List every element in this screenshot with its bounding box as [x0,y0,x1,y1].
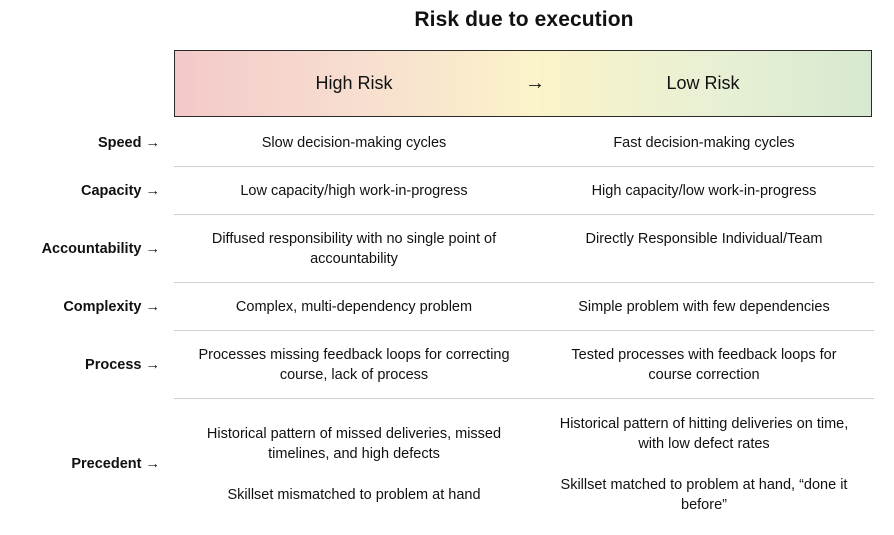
right-arrow-icon: → [525,72,545,94]
cell-text: High capacity/low work-in-progress [591,182,817,199]
cell-text: Diffused responsibility with no single p… [211,231,497,267]
cell-text: Skillset matched to problem at hand, “do… [560,476,848,513]
low-risk-cell: Directly Responsible Individual/Team [536,215,872,282]
cell-text: Low capacity/high work-in-progress [240,182,468,199]
row-label: Complexity → [63,298,160,315]
cell-text: Fast decision-making cycles [613,135,795,151]
row-precedent: Precedent → Historical pattern of missed… [0,399,894,529]
cell-text: Historical pattern of hitting deliveries… [559,415,849,452]
row-accountability: Accountability → Diffused responsibility… [0,215,894,282]
cell-text: Directly Responsible Individual/Team [585,231,823,247]
row-label: Accountability → [41,240,160,257]
row-process: Process → Processes missing feedback loo… [0,331,894,398]
row-label: Precedent → [71,456,160,472]
row-complexity: Complexity → Complex, multi-dependency p… [0,283,894,330]
cell-text: Processes missing feedback loops for cor… [198,346,510,383]
cell-text: Historical pattern of missed deliveries,… [206,425,502,462]
low-risk-cell: Tested processes with feedback loops for… [536,331,872,398]
row-speed: Speed → Slow decision-making cycles Fast… [0,120,894,166]
high-risk-cell: Processes missing feedback loops for cor… [178,331,530,398]
high-risk-label: High Risk [315,73,393,93]
row-label: Speed → [97,135,160,151]
row-label: Process → [85,356,160,373]
high-risk-cell: Low capacity/high work-in-progress [178,167,530,214]
row-divider [174,282,874,283]
cell-text: Tested processes with feedback loops for… [571,346,837,383]
cell-text: Simple problem with few dependencies [578,298,830,315]
row-divider [174,398,874,399]
row-divider [174,214,874,215]
low-risk-cell: Fast decision-making cycles [536,120,872,166]
low-risk-cell: Simple problem with few dependencies [536,283,872,330]
high-risk-cell: Historical pattern of missed deliveries,… [178,399,530,529]
cell-text: Slow decision-making cycles [261,135,447,151]
high-risk-cell: Slow decision-making cycles [178,120,530,166]
row-divider [174,330,874,331]
high-risk-cell: Complex, multi-dependency problem [178,283,530,330]
cell-text: Complex, multi-dependency problem [235,298,473,315]
row-label: Capacity → [81,182,160,199]
high-risk-cell: Diffused responsibility with no single p… [178,215,530,282]
risk-gradient-banner: High Risk → Low Risk [174,50,872,117]
diagram-title: Risk due to execution [414,8,634,31]
row-divider [174,166,874,167]
row-capacity: Capacity → Low capacity/high work-in-pro… [0,167,894,214]
low-risk-label: Low Risk [666,73,740,93]
cell-text: Skillset mismatched to problem at hand [227,486,481,503]
low-risk-cell: High capacity/low work-in-progress [536,167,872,214]
low-risk-cell: Historical pattern of hitting deliveries… [536,399,872,529]
